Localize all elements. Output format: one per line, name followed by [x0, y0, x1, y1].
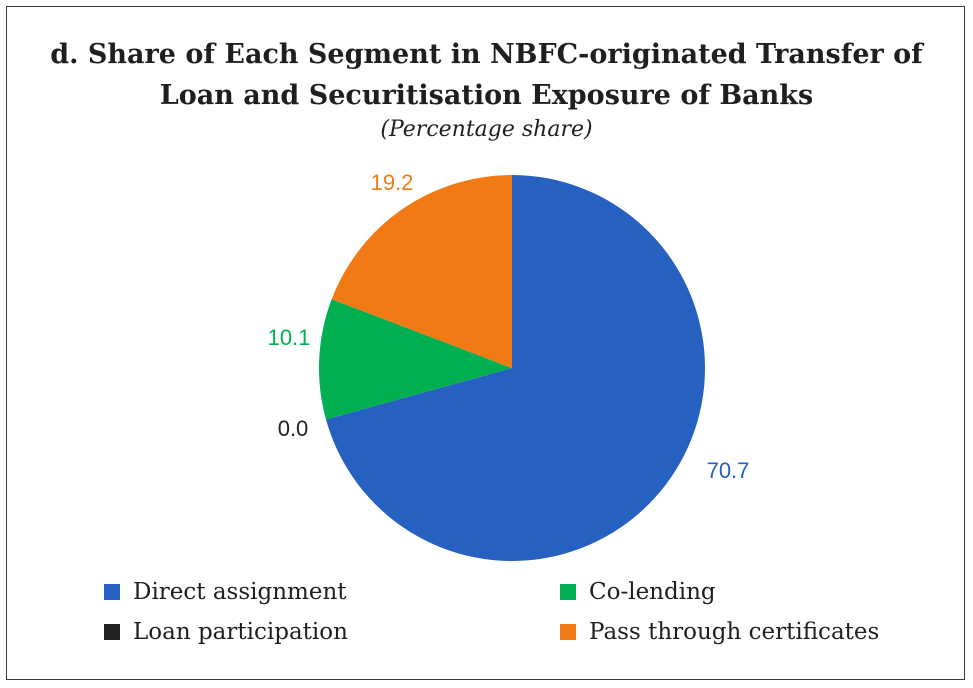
- legend-item-pass-through-certificates: Pass through certificates: [560, 619, 879, 645]
- chart-title-line1: d. Share of Each Segment in NBFC-origina…: [50, 39, 923, 70]
- legend-item-loan-participation: Loan participation: [104, 619, 348, 645]
- data-label-direct-assignment: 70.7: [707, 458, 750, 483]
- legend-swatch: [560, 624, 576, 640]
- legend-swatch: [104, 624, 120, 640]
- chart-subtitle: (Percentage share): [380, 117, 593, 142]
- pie-slice-pass-through-certificates: [331, 175, 512, 368]
- chart-title-line2: Loan and Securitisation Exposure of Bank…: [159, 80, 814, 111]
- legend-label: Direct assignment: [133, 579, 347, 605]
- chart-title: d. Share of Each Segment in NBFC-origina…: [0, 34, 973, 116]
- data-label-co-lending: 10.1: [268, 325, 311, 350]
- pie-slice-direct-assignment: [326, 175, 705, 561]
- legend-label: Pass through certificates: [589, 619, 880, 645]
- legend-label: Loan participation: [133, 619, 348, 645]
- legend-label: Co-lending: [589, 579, 716, 605]
- legend-item-direct-assignment: Direct assignment: [104, 579, 347, 605]
- pie-slice-co-lending: [319, 299, 512, 420]
- data-label-pass-through-certificates: 19.2: [371, 170, 414, 195]
- data-label-loan-participation: 0.0: [278, 416, 309, 441]
- legend-swatch: [104, 584, 120, 600]
- legend-item-co-lending: Co-lending: [560, 579, 716, 605]
- chart-frame: [6, 6, 965, 680]
- legend-swatch: [560, 584, 576, 600]
